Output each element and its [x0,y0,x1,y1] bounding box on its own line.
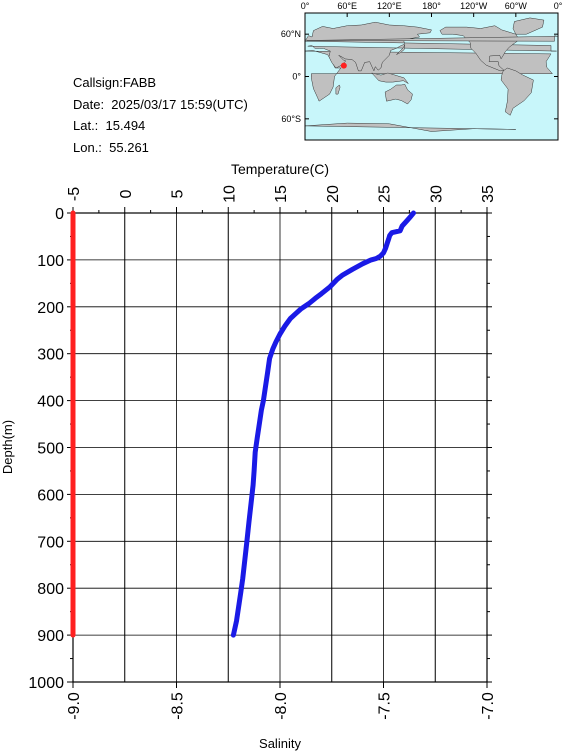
chart-series [70,210,416,638]
temperature-tick-label: -5 [66,187,83,201]
chart-grid [72,212,488,683]
depth-tick-label: 900 [37,628,64,645]
temperature-tick-label: 20 [325,185,342,203]
depth-tick-label: 300 [37,347,64,364]
land-greenland [512,17,545,35]
map-latitude-label: 0° [292,72,301,82]
map-latitude-label: 60°S [281,114,301,124]
land-uk [306,35,558,42]
salinity-tick-label: -8.0 [273,692,290,720]
salinity-tick-label: -8.5 [170,692,187,720]
temperature-axis-label: Temperature(C) [231,161,329,177]
depth-tick-label: 400 [37,394,64,411]
temperature-tick-label: 15 [273,185,290,203]
map-latitude-labels: 60°N 0° 60°S [281,29,302,124]
date-text: Date: 2025/03/17 15:59(UTC) [73,96,248,112]
depth-tick-label: 200 [37,300,64,317]
temperature-tick-label: 0 [118,189,135,198]
map-longitude-label: 60°E [337,1,357,11]
depth-tick-label: 600 [37,487,64,504]
temperature-tick-label: 35 [480,185,497,203]
map-ticks [304,13,559,120]
temperature-tick-label: 25 [377,185,394,203]
temperature-tick-label: 30 [428,185,445,203]
callsign-text: Callsign:FABB [73,75,157,90]
station-marker [340,62,347,69]
depth-tick-label: 1000 [28,675,64,692]
land-south-america [500,67,534,116]
map-longitude-label: 60°W [505,1,528,11]
depth-tick-label: 100 [37,253,64,270]
map-longitude-label: 180° [422,1,441,11]
longitude-text: Lon.: 55.261 [73,139,149,155]
salinity-tick-label: -7.5 [377,692,394,720]
land-japan [396,44,406,55]
land-australia [384,84,413,105]
land-north-america [439,25,520,72]
land-madagascar [335,84,341,95]
depth-axis-label: Depth(m) [0,420,15,474]
depth-tick-label: 700 [37,534,64,551]
map-longitude-label: 120°E [377,1,402,11]
map-longitude-label: 0° [301,1,310,11]
salinity-tick-label: -9.0 [66,692,83,720]
depth-tick-label: 800 [37,581,64,598]
temperature-profile-line [230,210,416,638]
location-map: 0° 60°E 120°E 180° 120°W 60°W 0° 60°N 0° 60°S [281,1,563,141]
depth-tick-label: 500 [37,441,64,458]
map-longitude-label: 0° [554,1,563,11]
temperature-tick-label: 10 [221,185,238,203]
salinity-tick-label: -7.0 [480,692,497,720]
station-info: Callsign:FABB Date: 2025/03/17 15:59(UTC… [73,72,248,158]
map-land [304,17,558,140]
temperature-tick-label: 5 [170,189,187,198]
land-europe-asia [304,21,557,72]
map-longitude-label: 120°W [460,1,488,11]
latitude-text: Lat.: 15.494 [73,118,146,133]
salinity-axis-label: Salinity [259,736,301,751]
map-latitude-label: 60°N [281,29,301,39]
land-indonesia [371,72,409,84]
map-longitude-labels: 0° 60°E 120°E 180° 120°W 60°W 0° [301,1,563,11]
depth-tick-label: 0 [55,206,64,223]
